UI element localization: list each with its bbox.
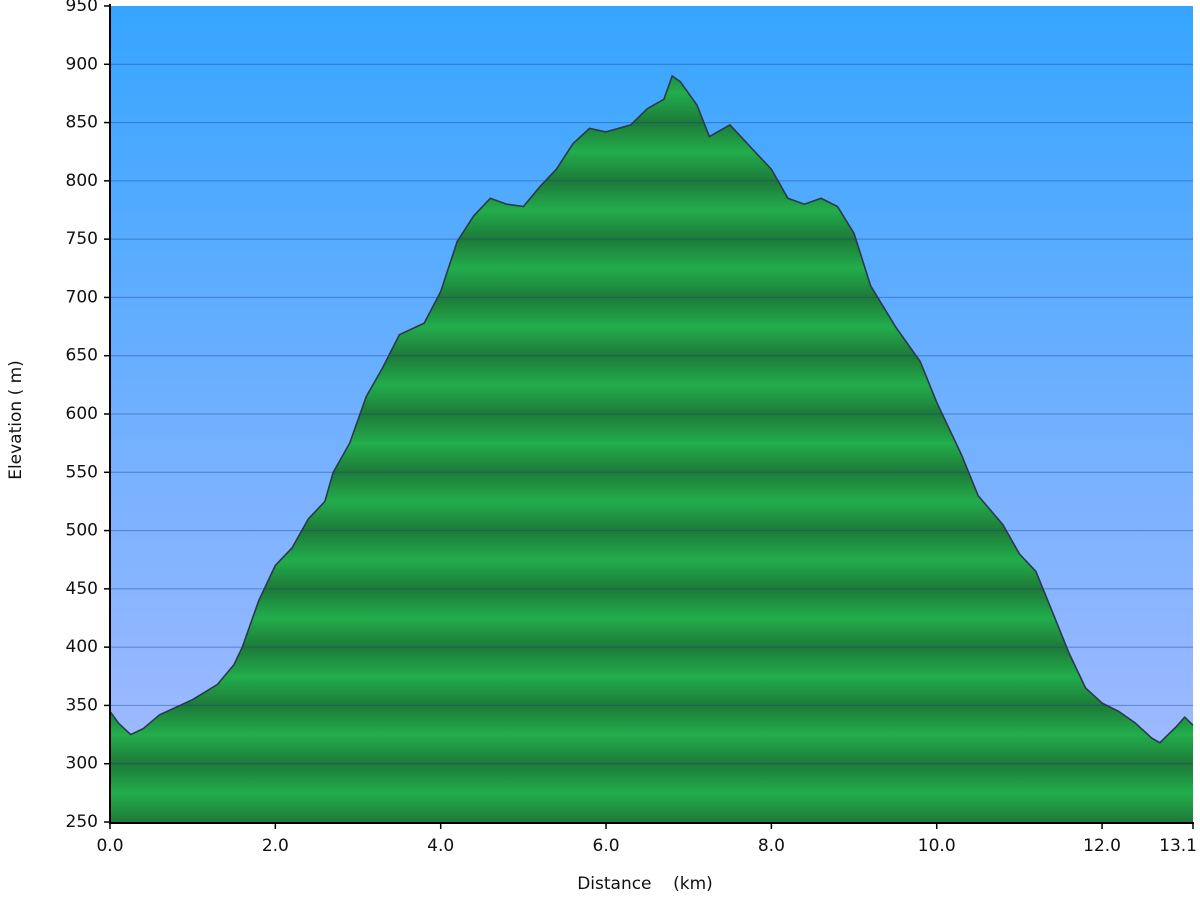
y-tick-label: 750 — [66, 229, 98, 249]
area-fill — [110, 75, 1193, 822]
y-tick-label: 650 — [66, 346, 98, 366]
y-tick-label: 600 — [66, 404, 98, 424]
y-tick-label: 900 — [66, 54, 98, 74]
y-tick-label: 300 — [66, 754, 98, 774]
y-tick-label: 250 — [66, 812, 98, 832]
y-tick-label: 350 — [66, 695, 98, 715]
y-tick-label: 550 — [66, 462, 98, 482]
elevation-line — [109, 74, 1194, 744]
y-tick-label: 800 — [66, 171, 98, 191]
x-axis-title: Distance (km) — [577, 874, 713, 894]
y-tick-label: 700 — [66, 287, 98, 307]
x-tick-label: 13.1 — [1159, 836, 1197, 856]
y-tick-label: 500 — [66, 521, 98, 541]
x-tick-label: 2.0 — [262, 836, 289, 856]
x-tick-label: 4.0 — [427, 836, 454, 856]
y-tick-label: 400 — [66, 637, 98, 657]
y-tick-label: 850 — [66, 113, 98, 133]
x-tick-label: 10.0 — [918, 836, 956, 856]
y-tick-label: 950 — [66, 0, 98, 16]
y-axis-title: Elevation ( m) — [6, 360, 26, 480]
x-tick-label: 0.0 — [96, 836, 123, 856]
x-tick-label: 8.0 — [758, 836, 785, 856]
x-tick-label: 12.0 — [1083, 836, 1121, 856]
y-tick-label: 450 — [66, 579, 98, 599]
x-tick-label: 6.0 — [593, 836, 620, 856]
